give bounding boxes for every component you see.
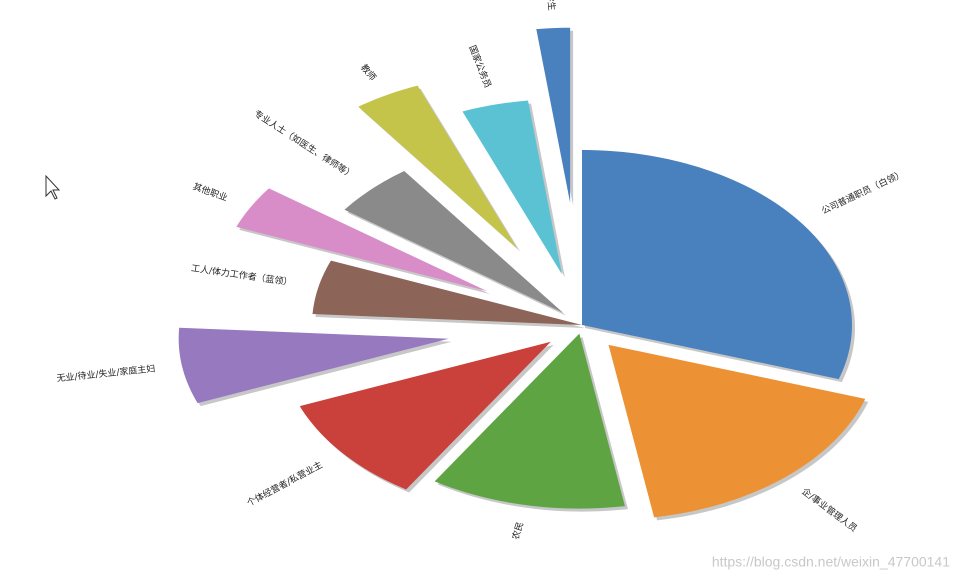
wedge-label: 专业人士（如医生、律师等）: [252, 107, 357, 181]
wedge-label: 学生: [544, 0, 558, 11]
wedge: [299, 341, 551, 490]
wedge-label: 公司普通职员（白领）: [820, 168, 907, 217]
wedge-label: 农民: [509, 520, 526, 541]
watermark: https://blog.csdn.net/weixin_47700141: [712, 554, 950, 570]
wedge-label: 无业/待业/失业/家庭主妇: [56, 362, 156, 384]
wedge-label: 企/事业管理人员: [799, 485, 859, 534]
wedge: [608, 344, 866, 518]
wedge: [178, 327, 449, 404]
wedge-label: 工人/体力工作者（蓝领）: [190, 262, 293, 289]
wedge-label: 个体经营者/私营业主: [245, 459, 325, 509]
wedge: [358, 85, 517, 249]
wedge-label: 国家公务员: [466, 43, 494, 89]
wedge: [236, 188, 488, 292]
wedge-label: 教师: [358, 62, 379, 84]
cursor: [45, 174, 61, 200]
wedge: [312, 260, 582, 325]
wedge-label: 其他职业: [191, 180, 229, 203]
wedge: [582, 150, 852, 380]
wedge: [462, 100, 562, 275]
wedge: [536, 27, 571, 203]
wedge: [434, 333, 625, 509]
wedge: [344, 171, 563, 313]
